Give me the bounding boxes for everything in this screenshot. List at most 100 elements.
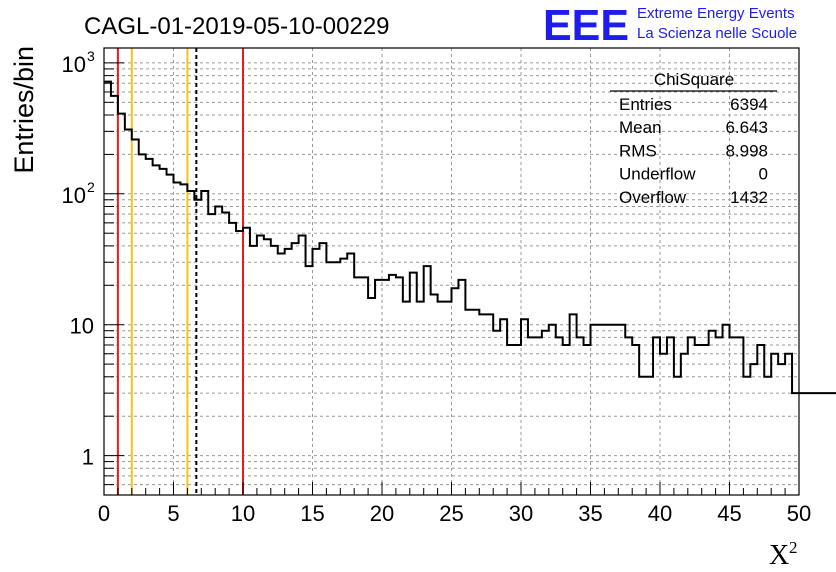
histogram-bin xyxy=(326,262,333,495)
histogram-series xyxy=(104,80,836,495)
y-axis-label: Entries/bin xyxy=(9,46,39,174)
histogram-bin xyxy=(333,262,340,495)
histogram-bin xyxy=(479,314,486,495)
stats-row-value: 6394 xyxy=(730,95,768,114)
histogram-bin xyxy=(750,364,757,495)
histogram-bin xyxy=(799,393,806,495)
stats-box: ChiSquare Entries 6394 Mean 6.643 RMS 8.998 Un… xyxy=(610,70,777,207)
histogram-bin xyxy=(813,393,820,495)
histogram-bin xyxy=(820,393,827,495)
eee-logo: EEE Extreme Energy Events La Scienza nel… xyxy=(543,1,797,50)
histogram-bin xyxy=(215,206,222,495)
histogram-bin xyxy=(236,231,243,495)
histogram-step-line xyxy=(104,80,836,395)
histogram-bin xyxy=(563,345,570,495)
histogram-bin xyxy=(257,236,264,495)
y-tick-label: 10 xyxy=(62,52,86,77)
histogram-bin xyxy=(146,159,153,495)
stats-row-value: 0 xyxy=(759,165,768,184)
histogram-bin xyxy=(646,377,653,495)
histogram-bin xyxy=(132,139,139,495)
histogram-bin xyxy=(625,337,632,495)
histogram-bin xyxy=(306,266,313,495)
histogram-bin xyxy=(723,325,730,495)
histogram-bin xyxy=(549,325,556,495)
histogram-bin xyxy=(125,129,132,495)
x-axis-label-base: X xyxy=(769,540,789,571)
branding-line-2: La Scienza nelle Scuole xyxy=(637,25,797,42)
histogram-bin xyxy=(778,364,785,495)
histogram-bin xyxy=(695,345,702,495)
histogram-bin xyxy=(354,277,361,495)
histogram-bin xyxy=(535,337,542,495)
histogram-bin xyxy=(194,200,201,495)
stats-row-value: 8.998 xyxy=(725,141,768,160)
histogram-bin xyxy=(716,337,723,495)
histogram-bin xyxy=(452,288,459,495)
histogram-bin xyxy=(764,377,771,495)
histogram-bin xyxy=(319,243,326,495)
x-tick-label: 5 xyxy=(167,501,179,526)
histogram-bin xyxy=(118,114,125,495)
histogram-bin xyxy=(639,377,646,495)
histogram-bin xyxy=(743,377,750,495)
histogram-bin xyxy=(340,259,347,495)
histogram-bin xyxy=(264,239,271,495)
histogram-bin xyxy=(368,298,375,495)
histogram-bin xyxy=(361,277,368,495)
histogram-bin xyxy=(493,331,500,495)
histogram-bin xyxy=(556,337,563,495)
y-tick-label-exponent: 2 xyxy=(87,179,95,195)
histogram-bin xyxy=(347,253,354,495)
histogram-bin xyxy=(611,325,618,495)
stats-row-label: Mean xyxy=(619,118,662,137)
histogram-bin xyxy=(438,302,445,495)
histogram-bin xyxy=(667,337,674,495)
stats-row-label: Underflow xyxy=(619,165,696,184)
histogram-bin xyxy=(806,393,813,495)
histogram-bin xyxy=(702,345,709,495)
histogram-bin xyxy=(709,331,716,495)
histogram-bin xyxy=(229,223,236,495)
histogram-bin xyxy=(167,175,174,495)
histogram-bin xyxy=(681,354,688,495)
x-tick-label: 30 xyxy=(509,501,533,526)
histogram-bin xyxy=(542,331,549,495)
histogram-bin xyxy=(160,169,167,495)
histogram-bin xyxy=(472,310,479,495)
histogram-bin xyxy=(528,337,535,495)
x-tick-label: 10 xyxy=(231,501,255,526)
histogram-bin xyxy=(591,325,598,495)
histogram-bin xyxy=(104,82,111,495)
histogram-bin xyxy=(632,345,639,495)
histogram-bin xyxy=(653,337,660,495)
stats-row-value: 6.643 xyxy=(725,118,768,137)
x-tick-label: 40 xyxy=(648,501,672,526)
x-axis-label-exponent: 2 xyxy=(789,538,798,557)
histogram-bin xyxy=(243,228,250,495)
histogram-bin xyxy=(278,253,285,495)
histogram-bin xyxy=(486,314,493,495)
y-tick-label: 10 xyxy=(70,314,94,339)
histogram-bin xyxy=(514,345,521,495)
stats-row-label: Entries xyxy=(619,95,672,114)
histogram-bin xyxy=(465,310,472,495)
histogram-bin xyxy=(827,393,834,495)
x-tick-label: 50 xyxy=(787,501,811,526)
histogram-bin xyxy=(222,212,229,495)
histogram-bin xyxy=(139,154,146,495)
histogram-bin xyxy=(736,337,743,495)
stats-row-label: Overflow xyxy=(619,188,687,207)
histogram-bin xyxy=(521,319,528,495)
histogram-bin xyxy=(618,325,625,495)
stats-row-value: 1432 xyxy=(730,188,768,207)
chart-title: CAGL-01-2019-05-10-00229 xyxy=(84,13,390,40)
grid xyxy=(104,48,799,496)
histogram-bin xyxy=(180,184,187,495)
x-axis-label: X 2 xyxy=(769,538,798,571)
histogram-bin xyxy=(445,302,452,495)
histogram-bin xyxy=(285,249,292,495)
histogram-bin xyxy=(458,280,465,495)
